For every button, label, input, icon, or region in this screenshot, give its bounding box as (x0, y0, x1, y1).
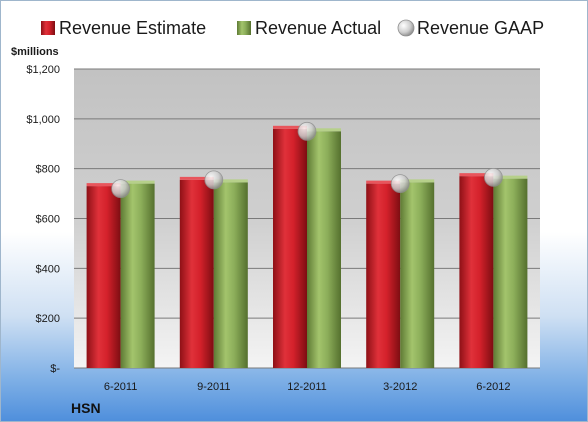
bar-revenue-actual-top (400, 179, 435, 183)
y-tick-label: $600 (36, 214, 60, 226)
bar-revenue-actual (120, 183, 155, 368)
company-label: HSN (71, 400, 101, 416)
bar-revenue-estimate (179, 179, 214, 368)
bar-revenue-estimate (86, 186, 121, 368)
marker-revenue-gaap (204, 170, 224, 190)
y-tick-label: $800 (36, 164, 60, 176)
legend-label-gaap: Revenue GAAP (417, 18, 544, 38)
bar-revenue-estimate-top (179, 176, 214, 180)
bar-revenue-estimate-top (459, 173, 494, 177)
y-tick-label: $1,000 (26, 114, 60, 126)
y-tick-label: $400 (36, 263, 60, 275)
bar-revenue-estimate (459, 176, 494, 368)
legend-label-estimate: Revenue Estimate (59, 18, 206, 38)
y-tick-label: $1,200 (26, 64, 60, 76)
x-tick-label: 12-2011 (287, 381, 327, 393)
bar-revenue-actual-top (213, 179, 248, 183)
bar-revenue-actual (307, 131, 341, 368)
x-tick-label: 6-2011 (104, 381, 137, 393)
bar-revenue-estimate-top (273, 125, 307, 129)
legend-swatch-estimate (41, 21, 55, 35)
gaap-markers (111, 121, 503, 199)
x-axis: 6-2011 9-2011 12-2011 3-2012 6-2012 (104, 381, 511, 393)
bar-revenue-actual (400, 182, 435, 368)
marker-revenue-gaap (483, 167, 503, 187)
bar-revenue-estimate-top (86, 183, 121, 187)
bar-revenue-actual (213, 182, 248, 368)
bars (86, 125, 528, 368)
y-tick-label: $200 (36, 313, 60, 325)
marker-revenue-gaap (390, 174, 410, 194)
bar-revenue-actual (493, 178, 528, 368)
x-tick-label: 3-2012 (383, 381, 417, 393)
bar-revenue-estimate-top (366, 180, 401, 184)
y-axis-unit-label: $millions (11, 46, 59, 58)
bar-revenue-actual-top (307, 128, 341, 132)
legend-swatch-gaap (397, 19, 415, 37)
legend-label-actual: Revenue Actual (255, 18, 381, 38)
bar-revenue-actual-top (120, 180, 155, 184)
x-tick-label: 9-2011 (197, 381, 230, 393)
bar-revenue-actual-top (493, 175, 528, 179)
legend-swatch-actual (237, 21, 251, 35)
x-tick-label: 6-2012 (476, 381, 510, 393)
bar-revenue-estimate (366, 183, 401, 368)
bar-revenue-estimate (273, 128, 307, 368)
marker-revenue-gaap (297, 121, 317, 141)
y-axis: $- $200 $400 $600 $800 $1,000 $1,200 (26, 64, 60, 375)
legend: Revenue Estimate Revenue Actual Revenue GA… (41, 18, 544, 38)
marker-revenue-gaap (111, 179, 130, 199)
y-tick-label: $- (50, 363, 60, 375)
